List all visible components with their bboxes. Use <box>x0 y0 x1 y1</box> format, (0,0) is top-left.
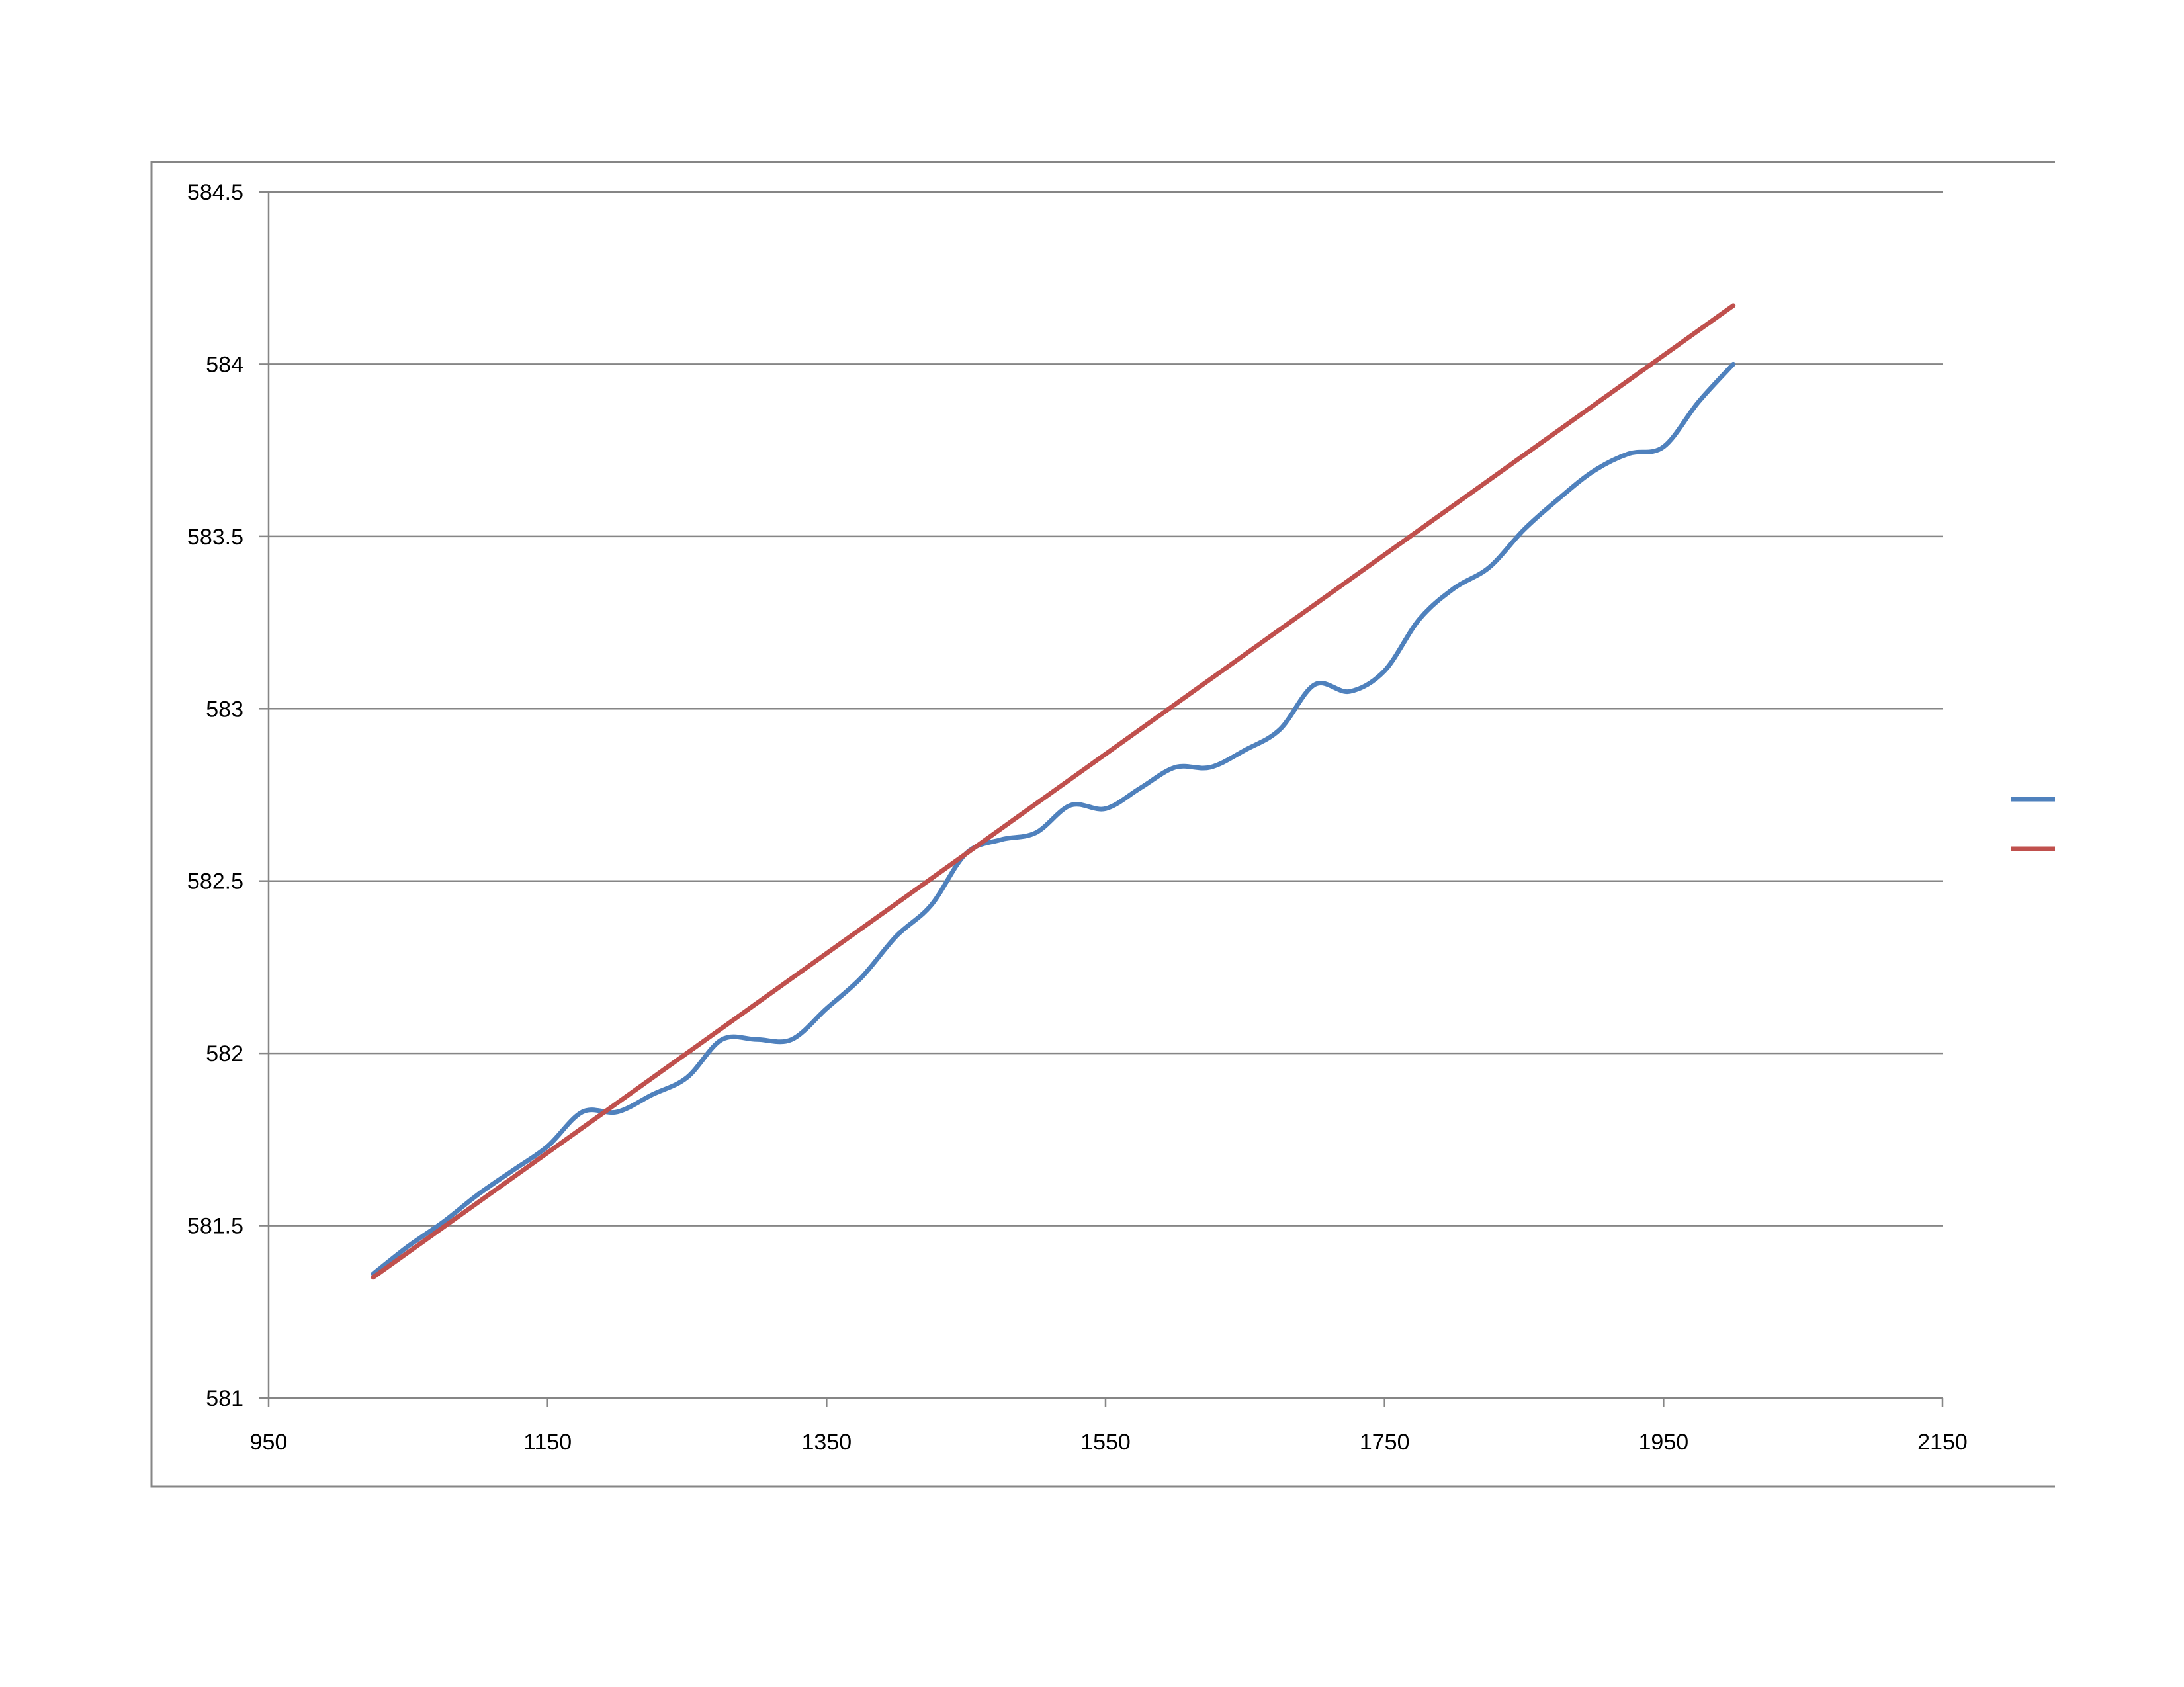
y-tick-label: 584 <box>206 352 243 377</box>
x-tick-label: 2150 <box>1917 1430 1968 1455</box>
series-line-2 <box>371 303 1736 1280</box>
y-tick-label: 582.5 <box>187 869 243 894</box>
x-tick-label: 950 <box>250 1430 288 1455</box>
y-tick-label: 583 <box>206 697 243 722</box>
y-tick-label: 584.5 <box>187 180 243 205</box>
x-tick-label: 1350 <box>802 1430 852 1455</box>
chart-frame <box>150 161 2055 1488</box>
x-tick-label: 1150 <box>523 1430 572 1455</box>
y-tick-label: 583.5 <box>187 525 243 550</box>
y-tick-label: 581.5 <box>187 1214 243 1239</box>
series-line-1 <box>371 361 1736 1276</box>
y-tick-label: 582 <box>206 1041 243 1066</box>
x-tick-label: 1950 <box>1639 1430 1689 1455</box>
x-tick-label: 1750 <box>1360 1430 1410 1455</box>
x-tick-label: 1550 <box>1080 1430 1131 1455</box>
y-tick-label: 581 <box>206 1386 243 1411</box>
